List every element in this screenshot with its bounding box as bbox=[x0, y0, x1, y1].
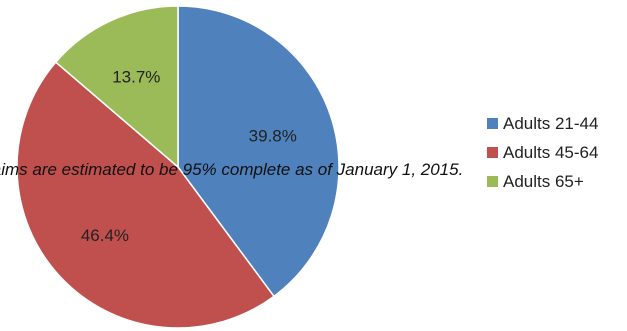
legend-swatch-1 bbox=[487, 147, 498, 158]
data-label-1: 46.4% bbox=[81, 226, 129, 245]
legend-swatch-0 bbox=[487, 118, 498, 129]
legend-label-1: Adults 45-64 bbox=[503, 143, 598, 162]
legend: Adults 21-44 Adults 45-64 Adults 65+ bbox=[487, 114, 598, 191]
legend-label-2: Adults 65+ bbox=[503, 172, 584, 191]
data-label-0: 39.8% bbox=[249, 127, 297, 146]
data-label-2: 13.7% bbox=[112, 67, 160, 86]
pie-slice-1 bbox=[16, 61, 275, 329]
pie-slice-2 bbox=[54, 5, 179, 169]
pie-slice-0 bbox=[177, 5, 340, 298]
pie-slice-labels: 39.8% 46.4% 13.7% bbox=[81, 67, 297, 245]
chart-footnote: laims are estimated to be 95% complete a… bbox=[0, 160, 464, 179]
legend-swatch-2 bbox=[487, 176, 498, 187]
pie-slices bbox=[16, 5, 340, 329]
legend-label-0: Adults 21-44 bbox=[503, 114, 598, 133]
